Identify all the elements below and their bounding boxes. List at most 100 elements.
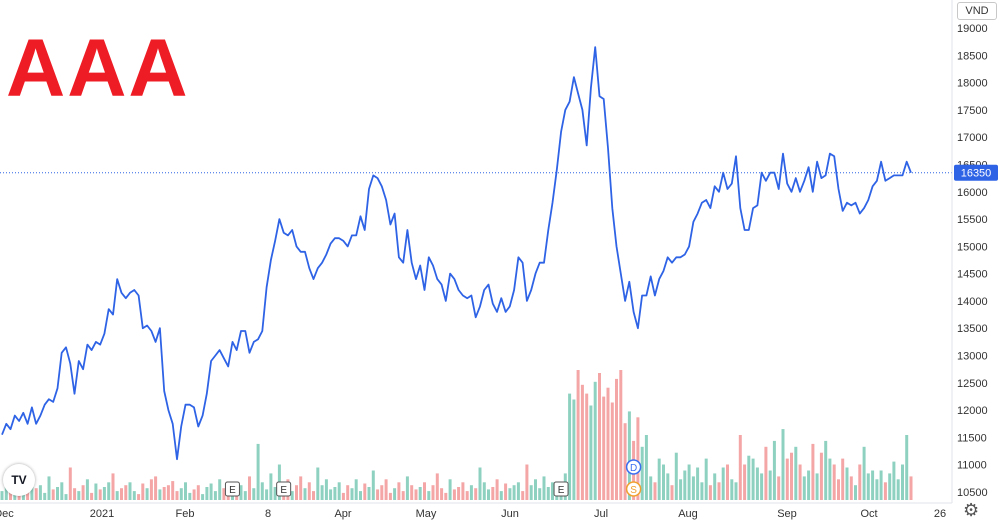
volume-bar (593, 381, 597, 500)
volume-bar (457, 487, 461, 500)
volume-bar (777, 476, 781, 500)
volume-bar (299, 476, 303, 500)
volume-bar (401, 491, 405, 500)
volume-bar (572, 399, 576, 500)
currency-selector[interactable]: VND (957, 2, 997, 20)
volume-bar (184, 482, 187, 500)
x-tick-label: Dec (0, 508, 14, 520)
event-marker-e[interactable]: E (276, 481, 292, 497)
volume-bar (333, 487, 337, 500)
volume-bar (760, 473, 764, 500)
volume-bar (124, 485, 128, 500)
volume-bar (410, 485, 414, 500)
y-tick-label: 12500 (957, 378, 988, 390)
volume-bar (269, 473, 273, 500)
y-tick-label: 18500 (957, 50, 988, 62)
gear-icon[interactable]: ⚙ (963, 500, 980, 520)
volume-bar (423, 482, 426, 500)
volume-bar (683, 470, 687, 500)
y-tick-label: 16000 (957, 187, 988, 199)
volume-bar (696, 467, 700, 500)
volume-bar (687, 464, 691, 500)
volume-bar (68, 467, 72, 500)
volume-bar (905, 435, 909, 500)
volume-bar (772, 440, 776, 500)
volume-bar (516, 482, 520, 500)
volume-bar (290, 491, 294, 500)
volume-bar (90, 492, 94, 500)
volume-bar (222, 488, 226, 500)
volume-bar (47, 476, 51, 500)
volume-bar (883, 482, 887, 500)
x-tick-label: Feb (176, 508, 195, 520)
volume-bar (329, 489, 333, 500)
volume-bar (529, 485, 533, 500)
volume-bar (811, 443, 815, 500)
x-tick-label: Jun (501, 508, 519, 520)
y-tick-label: 14500 (957, 269, 988, 281)
volume-bar (610, 402, 614, 500)
volume-bar (218, 479, 222, 500)
volume-bar (393, 488, 397, 500)
y-tick-label: 15000 (957, 241, 988, 253)
volume-bar (341, 492, 345, 500)
volume-bar (205, 487, 209, 500)
y-tick-label: 15500 (957, 214, 988, 226)
volume-bar (363, 483, 367, 500)
volume-bar (201, 494, 205, 500)
volume-bar (145, 488, 149, 500)
event-marker-e[interactable]: E (553, 481, 569, 497)
volume-bar (465, 491, 469, 500)
volume-bar (256, 443, 260, 500)
volume-bar (743, 464, 747, 500)
volume-bar (755, 467, 759, 500)
volume-bar (239, 485, 243, 500)
volume-bar (901, 464, 904, 500)
volume-bar (854, 485, 857, 500)
volume-bar (802, 476, 806, 500)
volume-bar (196, 485, 200, 500)
volume-bar (888, 473, 892, 500)
volume-bar (98, 489, 102, 500)
event-marker-label: D (630, 463, 637, 474)
volume-bar (320, 485, 324, 500)
volume-bar (764, 446, 768, 500)
volume-bar (585, 393, 589, 500)
x-tick-label: Oct (860, 508, 877, 520)
volume-bar (440, 488, 444, 500)
volume-bar (188, 492, 192, 500)
x-tick-label: 2021 (90, 508, 114, 520)
volume-bar (508, 488, 512, 500)
tradingview-logo-icon[interactable]: TV (3, 464, 35, 496)
volume-bar (60, 482, 64, 500)
volume-bar (726, 464, 729, 500)
volume-bar (738, 435, 742, 500)
volume-bar (538, 488, 542, 500)
event-marker-s[interactable]: S (625, 481, 642, 497)
volume-bar (154, 476, 158, 500)
volume-bar (525, 464, 529, 500)
y-tick-label: 13000 (957, 351, 988, 363)
volume-bar (837, 479, 840, 500)
volume-bar (482, 482, 486, 500)
volume-bar (209, 483, 213, 500)
volume-bar (376, 489, 380, 500)
volume-bar (380, 485, 384, 500)
last-price-label: 16350 (961, 168, 992, 180)
volume-bar (359, 491, 362, 500)
volume-bar (175, 491, 179, 500)
volume-bar (51, 489, 55, 500)
volume-bar (171, 481, 175, 500)
y-tick-label: 10500 (957, 487, 988, 499)
volume-bar (798, 464, 802, 500)
event-marker-label: E (280, 485, 287, 496)
x-tick-label: Jul (594, 508, 608, 520)
event-marker-d[interactable]: D (625, 459, 642, 475)
volume-bar (615, 378, 618, 500)
volume-bar (871, 470, 875, 500)
volume-bar (487, 489, 490, 500)
volume-bar (636, 417, 640, 500)
event-marker-e[interactable]: E (224, 481, 240, 497)
volume-bar (721, 467, 725, 500)
price-line-series (1, 46, 912, 461)
